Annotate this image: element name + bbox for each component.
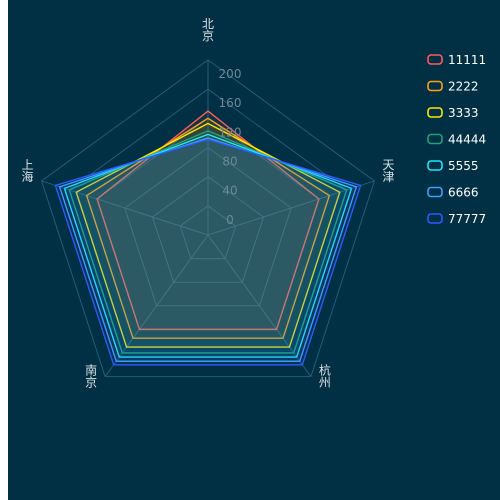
legend-label: 6666 <box>448 186 479 200</box>
grid-ring <box>151 176 265 283</box>
legend-swatch <box>427 186 443 198</box>
legend-item-11111[interactable]: 11111 <box>427 53 486 67</box>
series-area-11111[interactable] <box>96 110 320 331</box>
legend-swatch <box>427 160 443 171</box>
grid-ring <box>40 59 376 378</box>
tick-label: 160 <box>219 96 242 110</box>
radar-ticks: 0 40 80 120 160 200 <box>219 67 242 227</box>
legend-label: 3333 <box>448 106 479 120</box>
grid-ring <box>179 205 237 260</box>
legend-swatch <box>427 213 443 224</box>
legend-label: 44444 <box>448 133 486 147</box>
legend-item-44444[interactable]: 44444 <box>427 133 486 147</box>
series-area-3333[interactable] <box>75 122 341 348</box>
legend-item-6666[interactable]: 6666 <box>427 186 479 200</box>
tick-label: 0 <box>226 213 234 227</box>
legend-item-3333[interactable]: 3333 <box>427 106 479 120</box>
legend-label: 11111 <box>448 53 486 67</box>
grid-ring <box>124 146 292 307</box>
legend-item-5555[interactable]: 5555 <box>427 159 479 173</box>
legend-swatch <box>427 80 443 92</box>
legend-swatch <box>427 54 443 65</box>
indicator-label-3: 南京 <box>85 363 97 390</box>
indicator-label-2: 杭州 <box>319 363 331 390</box>
tick-label: 200 <box>219 67 242 81</box>
legend-label: 2222 <box>448 80 479 94</box>
series-area-44444[interactable] <box>68 129 348 354</box>
indicator-label-0: 北京 <box>202 17 214 43</box>
chart-panel: 0 40 80 120 160 200 北京天津杭州 南京 上海 11111 2222 3333 4… <box>8 0 500 500</box>
legend-swatch <box>427 133 443 145</box>
tick-label: 80 <box>222 155 237 169</box>
legend-item-2222[interactable]: 2222 <box>427 80 479 94</box>
indicator-label-1: 天津 <box>382 158 394 184</box>
legend-label: 77777 <box>448 212 486 226</box>
tick-label: 40 <box>222 184 237 198</box>
indicator-label-4: 上海 <box>22 158 34 184</box>
legend-label: 5555 <box>448 159 479 173</box>
series-area-5555[interactable] <box>63 133 353 358</box>
chart-legend: 11111 2222 3333 44444 5555 6666 77777 <box>427 53 486 226</box>
legend-item-77777[interactable]: 77777 <box>427 212 486 226</box>
series-area-77777[interactable] <box>54 138 362 366</box>
series-area-6666[interactable] <box>58 137 358 362</box>
legend-swatch <box>427 107 443 118</box>
radar-series <box>54 110 362 366</box>
tick-label: 120 <box>219 125 242 139</box>
series-area-2222[interactable] <box>85 117 331 339</box>
